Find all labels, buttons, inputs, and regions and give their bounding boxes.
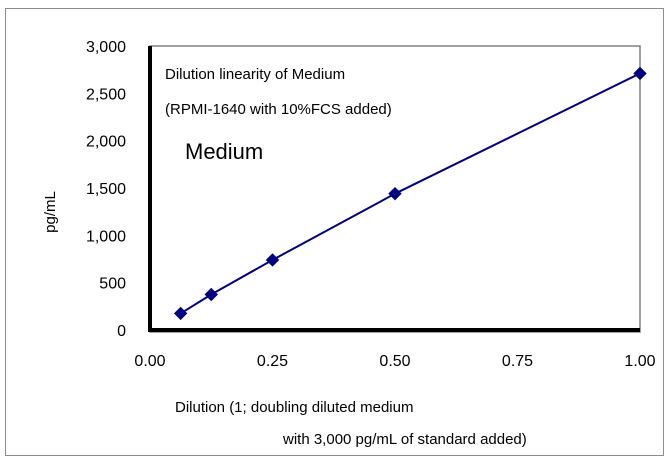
y-axis-label: pg/mL: [42, 191, 59, 233]
x-tick-label: 0.50: [379, 353, 410, 370]
annotation-subtitle: (RPMI-1640 with 10%FCS added): [165, 101, 392, 118]
x-tick-label: 0.75: [502, 353, 533, 370]
x-tick-label: 1.00: [624, 353, 655, 370]
data-point-marker: [265, 253, 280, 267]
annotation-title: Dilution linearity of Medium: [165, 66, 345, 83]
data-point-marker: [173, 306, 188, 321]
annotation-medium: Medium: [185, 139, 263, 164]
data-point-marker: [633, 66, 647, 81]
chart-frame: [5, 8, 664, 456]
x-tick-label: 0.25: [257, 353, 288, 370]
x-axis-label-line-2: with 3,000 pg/mL of standard added): [282, 431, 527, 448]
y-tick-label: 500: [99, 276, 126, 293]
x-axis-label-line-1: Dilution (1; doubling diluted medium: [175, 399, 413, 416]
y-tick-label: 2,500: [86, 86, 126, 103]
x-tick-label: 0.00: [134, 353, 165, 370]
y-tick-label: 2,000: [86, 134, 126, 151]
y-tick-label: 3,000: [86, 39, 126, 56]
data-point-marker: [388, 186, 402, 201]
y-tick-label: 1,500: [86, 181, 126, 198]
y-tick-label: 0: [117, 323, 126, 340]
y-tick-label: 1,000: [86, 228, 126, 245]
plot-area: [149, 45, 641, 333]
data-point-marker: [204, 287, 218, 302]
